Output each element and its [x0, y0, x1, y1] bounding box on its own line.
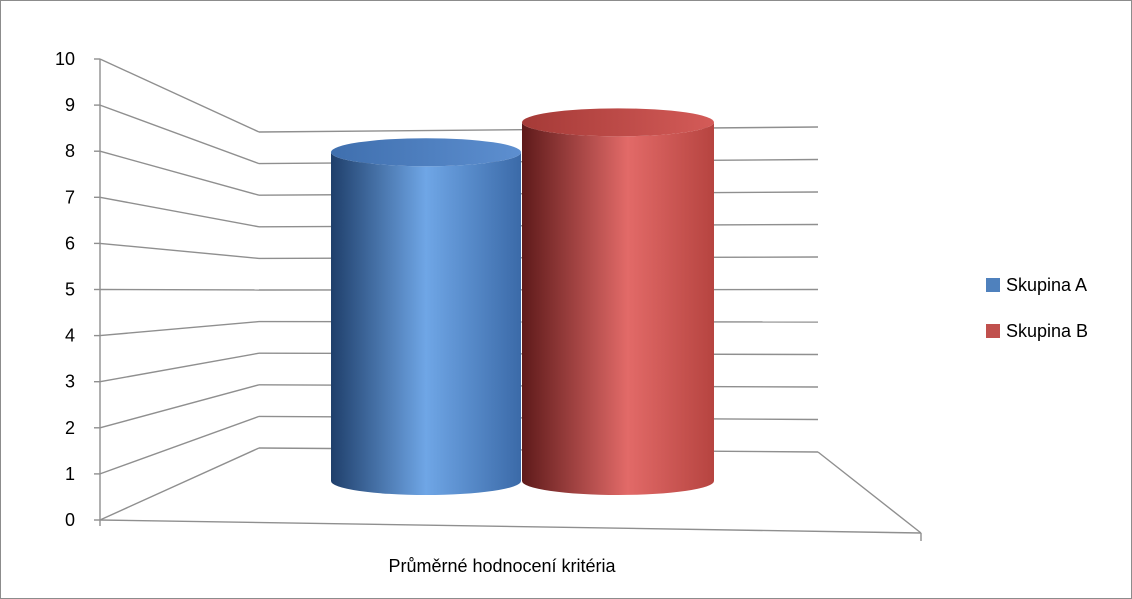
gridline-side: [99, 384, 260, 429]
y-tick-label: 10: [55, 49, 75, 69]
legend-label-b: Skupina B: [1006, 320, 1089, 341]
x-category-label: Průměrné hodnocení kritéria: [388, 556, 616, 576]
gridline-side: [99, 58, 260, 133]
bars: [331, 108, 714, 495]
gridline-side: [99, 104, 260, 165]
legend-swatch-a: [986, 278, 1000, 292]
gridline-side: [99, 242, 260, 260]
gridline-side: [99, 320, 260, 337]
y-tick-label: 7: [65, 187, 75, 207]
y-tick-label: 4: [65, 326, 75, 346]
bar-skupina-a: [331, 138, 521, 495]
y-tick-label: 9: [65, 95, 75, 115]
gridline-side: [99, 150, 260, 196]
bar-skupina-a-body: [331, 152, 521, 495]
bar-skupina-a-top: [331, 138, 521, 167]
y-tick-label: 3: [65, 372, 75, 392]
bar-skupina-b-top: [522, 108, 714, 137]
axis-labels: 0 1 2 3 4 5 6 7 8 9 10 Průměrné hodnocení kritéria: [55, 49, 617, 576]
gridline-side: [99, 288, 260, 291]
y-tick-label: 1: [65, 464, 75, 484]
legend-label-a: Skupina A: [1006, 274, 1088, 295]
floor-front-edge: [99, 519, 922, 534]
gridline-side: [99, 352, 260, 383]
gridline-side: [99, 415, 260, 475]
legend-item-b: Skupina B: [986, 319, 1088, 343]
y-tick-label: 2: [65, 418, 75, 438]
gridline-side: [99, 196, 260, 228]
y-tick-label: 5: [65, 280, 75, 300]
y-tick-label: 8: [65, 141, 75, 161]
y-tick-label: 0: [65, 510, 75, 530]
legend-swatch-b: [986, 324, 1000, 338]
floor-right-edge: [817, 451, 922, 534]
bar-skupina-b-body: [522, 122, 714, 495]
gridline-side: [99, 447, 260, 521]
legend-item-a: Skupina A: [986, 273, 1087, 297]
bar-skupina-b: [522, 108, 714, 495]
y-tick-label: 6: [65, 233, 75, 253]
